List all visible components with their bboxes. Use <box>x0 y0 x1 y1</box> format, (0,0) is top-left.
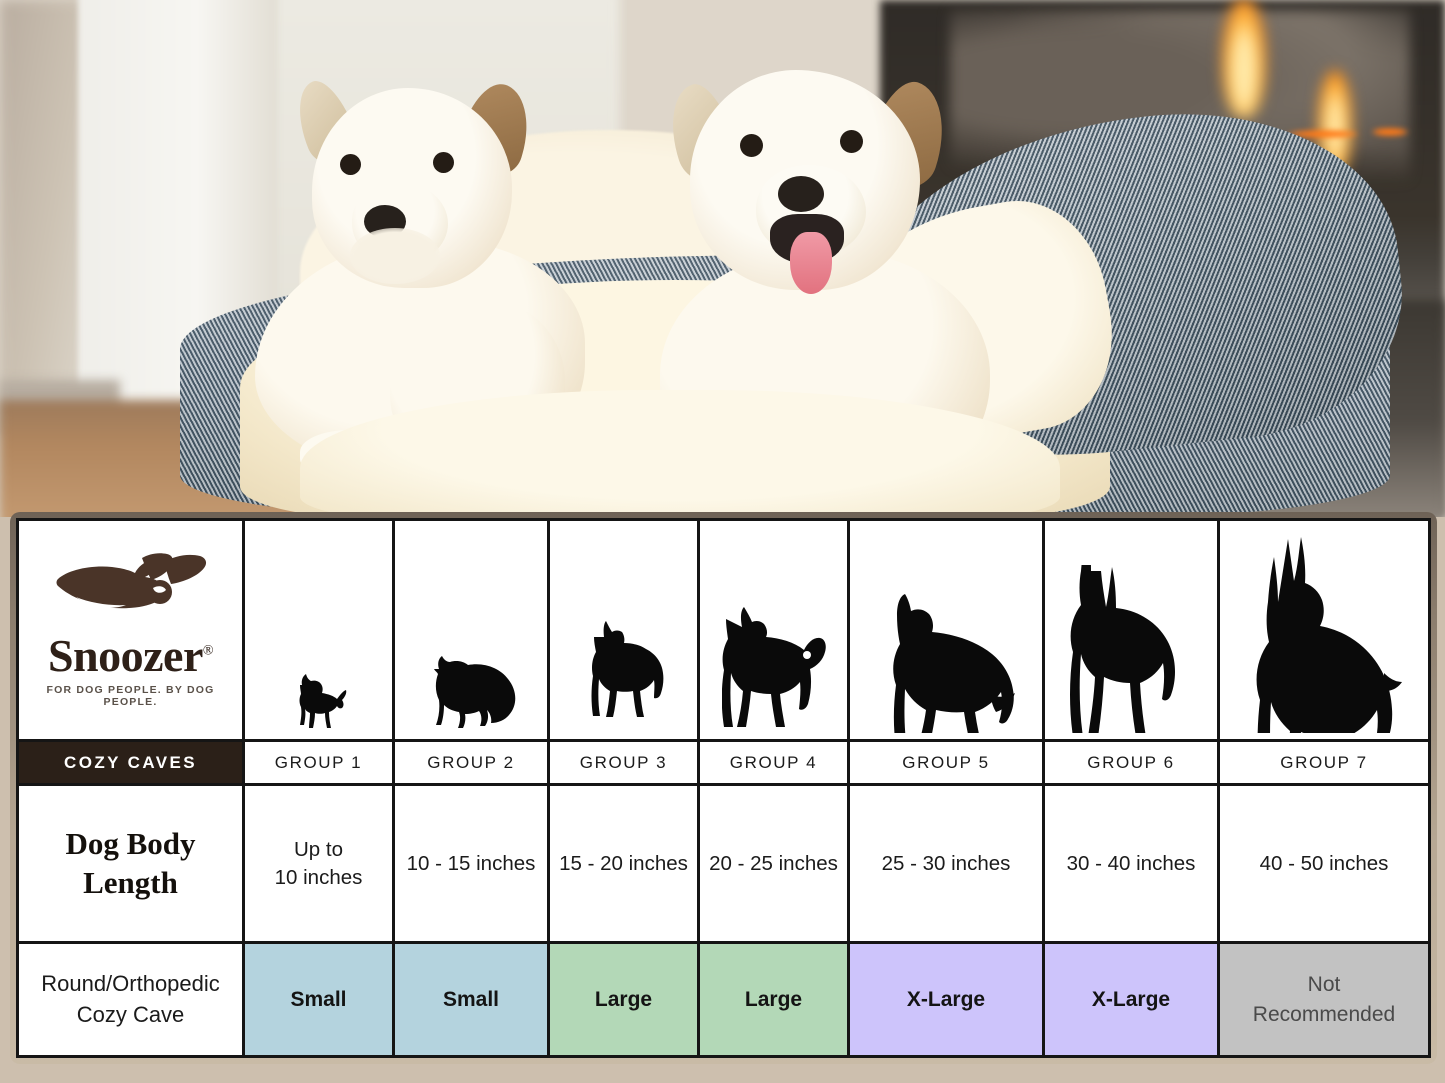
length-cell-group-2: 10 - 15 inches <box>395 783 550 941</box>
silhouette-cell-group-5 <box>850 521 1045 739</box>
dog-left-eye <box>433 152 454 173</box>
recommendation-cell-group-7: Not Recommended <box>1220 941 1428 1055</box>
snoozer-dog-logo-icon <box>56 552 206 608</box>
silhouette-cell-group-6 <box>1045 521 1220 739</box>
brand-logo-cell: Snoozer® FOR DOG PEOPLE. BY DOG PEOPLE. <box>19 521 245 739</box>
recommendation-cell-group-4: Large <box>700 941 850 1055</box>
recommendation-cell-group-5: X-Large <box>850 941 1045 1055</box>
cozy-caves-header: COZY CAVES <box>19 739 245 783</box>
row-header-line-2: Length <box>83 864 178 900</box>
shiba-inu-silhouette-icon <box>721 607 826 727</box>
chihuahua-silhouette-icon <box>299 674 346 728</box>
length-value-line-2: 10 inches <box>274 865 363 889</box>
group-header-4: GROUP 4 <box>700 739 850 783</box>
group-header-2: GROUP 2 <box>395 739 550 783</box>
golden-retriever-silhouette-icon <box>893 594 1015 733</box>
brand-tagline: FOR DOG PEOPLE. BY DOG PEOPLE. <box>46 683 215 708</box>
recommendation-cell-group-6: X-Large <box>1045 941 1220 1055</box>
silhouette-cell-group-2 <box>395 521 550 739</box>
row-header-dog-body-length: Dog Body Length <box>19 783 245 941</box>
size-chart-panel: Snoozer® FOR DOG PEOPLE. BY DOG PEOPLE. <box>10 512 1437 1064</box>
dog-right-eye <box>740 134 763 157</box>
registered-mark-icon: ® <box>202 643 214 659</box>
row-header-cozy-cave-type: Round/Orthopedic Cozy Cave <box>19 941 245 1055</box>
group-header-6: GROUP 6 <box>1045 739 1220 783</box>
recommendation-cell-group-2: Small <box>395 941 550 1055</box>
length-cell-group-1: Up to 10 inches <box>245 783 395 941</box>
table-row-group-headers: COZY CAVES GROUP 1 GROUP 2 GROUP 3 GROUP… <box>19 739 1428 783</box>
doberman-silhouette-icon <box>1070 565 1175 733</box>
table-row-recommendation: Round/Orthopedic Cozy Cave Small Small L… <box>19 941 1428 1055</box>
length-cell-group-5: 25 - 30 inches <box>850 783 1045 941</box>
boston-terrier-silhouette-icon <box>591 621 663 717</box>
flame-icon <box>1222 0 1266 118</box>
row-header-line-1: Dog Body <box>65 825 196 861</box>
recommendation-cell-group-3: Large <box>550 941 700 1055</box>
ember-glow <box>1372 128 1408 136</box>
great-dane-silhouette-icon <box>1256 537 1402 733</box>
silhouette-cell-group-7 <box>1220 521 1428 739</box>
silhouette-cell-group-3 <box>550 521 700 739</box>
dog-left-eye <box>340 154 361 175</box>
group-header-1: GROUP 1 <box>245 739 395 783</box>
length-value-line-1: Up to <box>293 837 343 861</box>
dog-left-beard <box>350 228 440 284</box>
hero-photo <box>0 0 1445 517</box>
length-cell-group-7: 40 - 50 inches <box>1220 783 1428 941</box>
size-chart-table: Snoozer® FOR DOG PEOPLE. BY DOG PEOPLE. <box>16 518 1431 1058</box>
row-header-line-2: Cozy Cave <box>76 1001 185 1027</box>
silhouette-cell-group-4 <box>700 521 850 739</box>
group-header-3: GROUP 3 <box>550 739 700 783</box>
dog-right-eye <box>840 130 863 153</box>
group-header-7: GROUP 7 <box>1220 739 1428 783</box>
table-row-dog-body-length: Dog Body Length Up to 10 inches 10 - 15 … <box>19 783 1428 941</box>
silhouette-cell-group-1 <box>245 521 395 739</box>
dog-right-nose <box>778 176 824 212</box>
recommendation-cell-group-1: Small <box>245 941 395 1055</box>
brand-name: Snoozer <box>47 629 203 681</box>
length-cell-group-3: 15 - 20 inches <box>550 783 700 941</box>
row-header-line-1: Round/Orthopedic <box>41 970 220 996</box>
snoozer-logo: Snoozer® FOR DOG PEOPLE. BY DOG PEOPLE. <box>19 552 242 708</box>
length-cell-group-4: 20 - 25 inches <box>700 783 850 941</box>
table-row-silhouettes: Snoozer® FOR DOG PEOPLE. BY DOG PEOPLE. <box>19 521 1428 739</box>
recommendation-line-1: Not <box>1307 973 1341 997</box>
group-header-5: GROUP 5 <box>850 739 1045 783</box>
ember-glow <box>1288 130 1358 138</box>
length-cell-group-6: 30 - 40 inches <box>1045 783 1220 941</box>
pomeranian-silhouette-icon <box>434 656 516 728</box>
dog-right-tongue <box>790 232 832 294</box>
recommendation-line-2: Recommended <box>1252 1002 1396 1026</box>
cozy-cave-cushion <box>300 390 1060 517</box>
brand-wordmark: Snoozer® <box>47 629 214 681</box>
